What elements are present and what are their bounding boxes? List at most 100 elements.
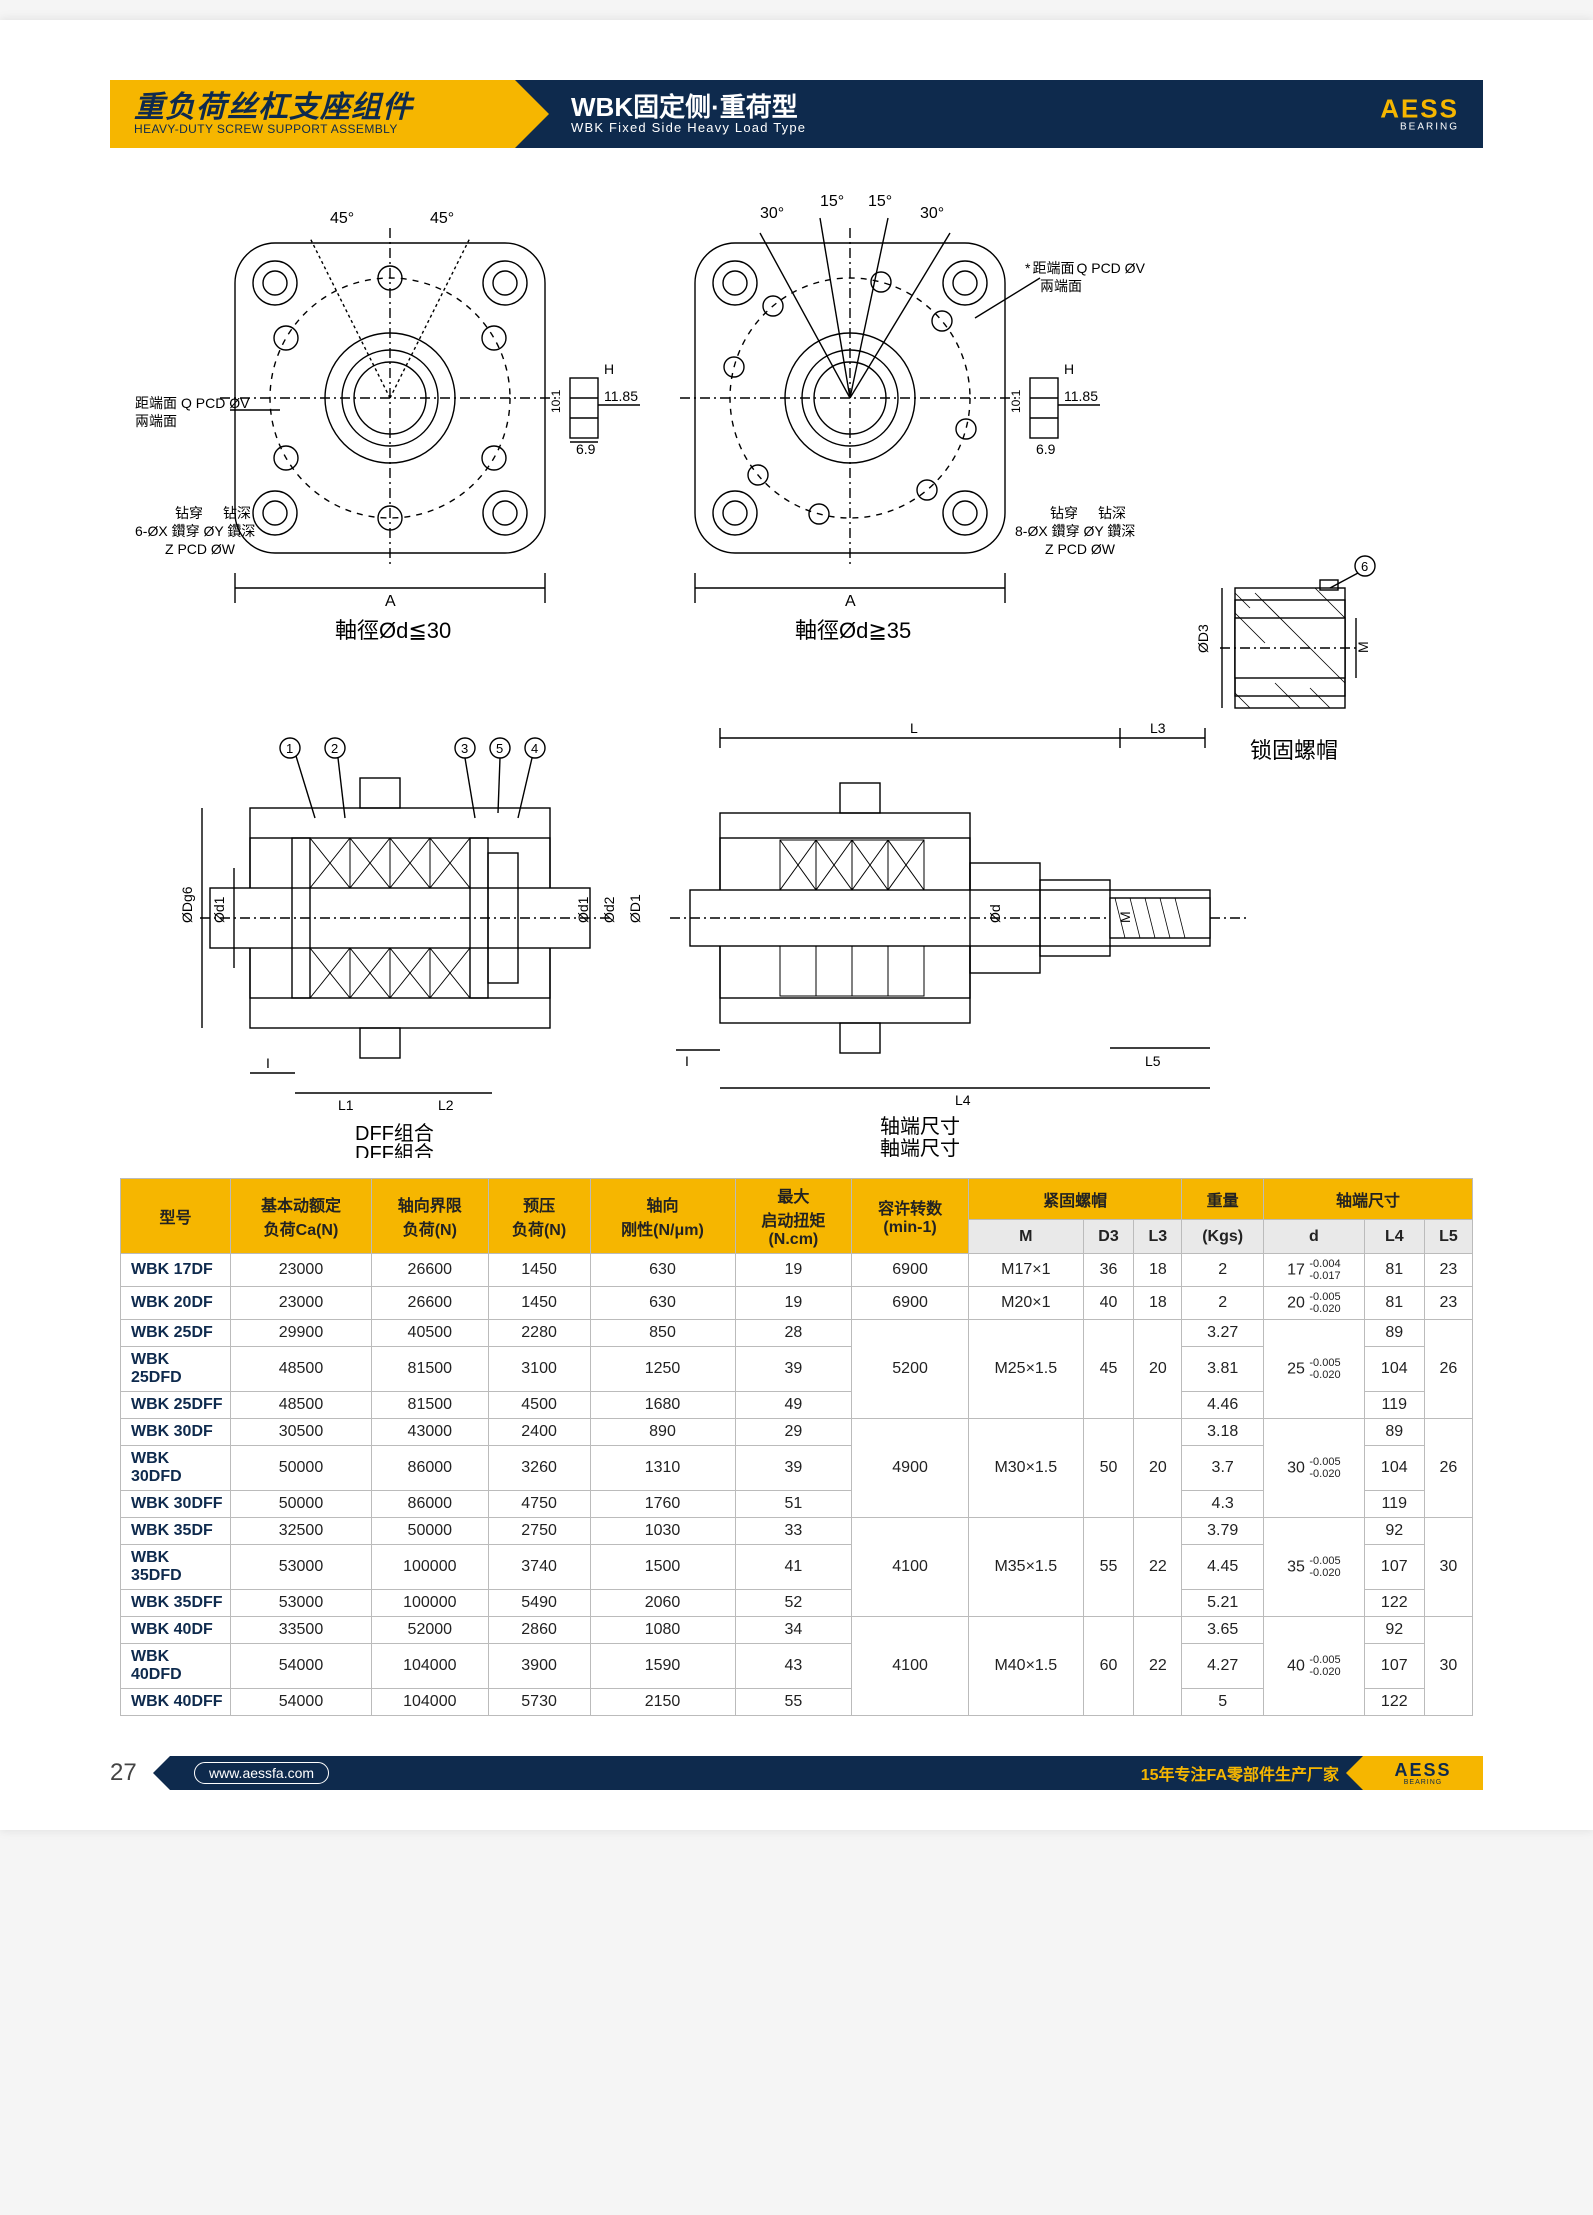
svg-text:Ød1: Ød1 [575, 896, 591, 923]
th-shaftend: 轴端尺寸 [1264, 1179, 1473, 1220]
svg-text:A: A [845, 593, 856, 610]
table-cell: 1760 [590, 1491, 735, 1518]
table-cell: 4900 [852, 1419, 969, 1518]
table-cell: 30 -0.005-0.020 [1264, 1419, 1365, 1518]
table-cell: 26600 [371, 1254, 488, 1287]
table-cell: WBK 30DF [121, 1419, 231, 1446]
footer-brand-sub: BEARING [1404, 1779, 1443, 1786]
table-cell: 100000 [371, 1590, 488, 1617]
svg-text:锁固螺帽: 锁固螺帽 [1250, 738, 1338, 763]
svg-text:6: 6 [1361, 559, 1368, 574]
table-cell: 3.79 [1182, 1518, 1264, 1545]
table-cell: 30 [1424, 1617, 1472, 1716]
svg-text:2: 2 [331, 741, 338, 756]
table-cell: 81 [1364, 1287, 1424, 1320]
table-cell: 22 [1134, 1518, 1182, 1617]
table-cell: WBK 35DFF [121, 1590, 231, 1617]
svg-text:Ød1: Ød1 [211, 896, 227, 923]
table-cell: 630 [590, 1254, 735, 1287]
svg-text:DFF組合: DFF組合 [355, 1142, 434, 1158]
svg-text:45°: 45° [330, 210, 354, 227]
table-cell: 4.27 [1182, 1644, 1264, 1689]
svg-text:A: A [385, 593, 396, 610]
footer-logo: AESS BEARING [1363, 1756, 1483, 1790]
table-cell: 28 [735, 1320, 852, 1347]
svg-text:L4: L4 [955, 1092, 971, 1108]
table-cell: 23000 [231, 1254, 372, 1287]
table-cell: 50000 [371, 1518, 488, 1545]
table-cell: 2280 [488, 1320, 590, 1347]
table-cell: 5490 [488, 1590, 590, 1617]
footer-brand: AESS [1394, 1761, 1451, 1779]
brand-text: AESS [1380, 96, 1459, 122]
table-cell: 6900 [852, 1287, 969, 1320]
table-cell: 107 [1364, 1644, 1424, 1689]
svg-text:15°: 15° [820, 193, 844, 210]
diagram-svg: 45° 45° A 距端面Q PCD ØV 兩端面 钻穿钻深 6-ØX [120, 178, 1473, 1158]
table-cell: 3100 [488, 1347, 590, 1392]
th-M: M [968, 1220, 1083, 1254]
table-cell: 107 [1364, 1545, 1424, 1590]
table-cell: 122 [1364, 1689, 1424, 1716]
table-cell: 5 [1182, 1689, 1264, 1716]
svg-text:軸徑Ød≧35: 軸徑Ød≧35 [795, 618, 911, 643]
svg-text:L2: L2 [438, 1097, 454, 1113]
table-cell: 1450 [488, 1287, 590, 1320]
table-cell: 86000 [371, 1446, 488, 1491]
table-cell: 5200 [852, 1320, 969, 1419]
header-left: 重负荷丝杠支座组件 HEAVY-DUTY SCREW SUPPORT ASSEM… [110, 80, 515, 148]
table-cell: 39 [735, 1347, 852, 1392]
header-banner: 重负荷丝杠支座组件 HEAVY-DUTY SCREW SUPPORT ASSEM… [110, 80, 1483, 148]
table-cell: 104000 [371, 1644, 488, 1689]
svg-text:30°: 30° [760, 205, 784, 222]
svg-text:Ød: Ød [987, 904, 1003, 923]
table-cell: 81500 [371, 1347, 488, 1392]
header-mid-cn: WBK固定侧·重荷型 [571, 93, 1483, 122]
th-kgs: (Kgs) [1182, 1220, 1264, 1254]
table-cell: M35×1.5 [968, 1518, 1083, 1617]
spec-table: 型号 基本动额定负荷Ca(N) 轴向界限负荷(N) 预压负荷(N) 轴向刚性(N… [120, 1178, 1473, 1716]
svg-text:15°: 15° [868, 193, 892, 210]
svg-text:Ød2: Ød2 [601, 896, 617, 923]
header-left-cn: 重负荷丝杠支座组件 [134, 92, 495, 124]
table-cell: 30 [1424, 1518, 1472, 1617]
table-cell: 54000 [231, 1689, 372, 1716]
table-cell: WBK 40DFF [121, 1689, 231, 1716]
table-cell: 17 -0.004-0.017 [1264, 1254, 1365, 1287]
table-cell: 19 [735, 1254, 852, 1287]
table-cell: 4.3 [1182, 1491, 1264, 1518]
table-cell: 4500 [488, 1392, 590, 1419]
table-cell: 33 [735, 1518, 852, 1545]
table-cell: 6900 [852, 1254, 969, 1287]
table-cell: 104000 [371, 1689, 488, 1716]
svg-text:5: 5 [496, 741, 503, 756]
diagram-area: 45° 45° A 距端面Q PCD ØV 兩端面 钻穿钻深 6-ØX [120, 178, 1473, 1158]
svg-text:轴端尺寸: 轴端尺寸 [880, 1115, 960, 1138]
header-logo: AESS BEARING [1380, 96, 1459, 133]
table-cell: 41 [735, 1545, 852, 1590]
table-cell: 2860 [488, 1617, 590, 1644]
table-cell: 19 [735, 1287, 852, 1320]
footer-slogan: 15年专注FA零部件生产厂家 [1141, 1761, 1339, 1785]
table-cell: 1450 [488, 1254, 590, 1287]
table-cell: 22 [1134, 1617, 1182, 1716]
table-row: WBK 30DF30500430002400890294900M30×1.550… [121, 1419, 1473, 1446]
table-cell: 4.45 [1182, 1545, 1264, 1590]
table-cell: 20 -0.005-0.020 [1264, 1287, 1365, 1320]
table-cell: 50000 [231, 1491, 372, 1518]
table-cell: 1250 [590, 1347, 735, 1392]
table-cell: WBK 25DFF [121, 1392, 231, 1419]
th-L5: L5 [1424, 1220, 1472, 1254]
table-cell: 119 [1364, 1392, 1424, 1419]
table-cell: 25 -0.005-0.020 [1264, 1320, 1365, 1419]
th-L4: L4 [1364, 1220, 1424, 1254]
th-axial: 轴向界限负荷(N) [371, 1179, 488, 1254]
table-cell: 5.21 [1182, 1590, 1264, 1617]
table-cell: 81 [1364, 1254, 1424, 1287]
table-cell: 23 [1424, 1254, 1472, 1287]
table-cell: WBK 40DFD [121, 1644, 231, 1689]
table-row: WBK 17DF23000266001450630196900M17×13618… [121, 1254, 1473, 1287]
table-cell: WBK 25DF [121, 1320, 231, 1347]
table-cell: 40500 [371, 1320, 488, 1347]
table-cell: 53000 [231, 1590, 372, 1617]
